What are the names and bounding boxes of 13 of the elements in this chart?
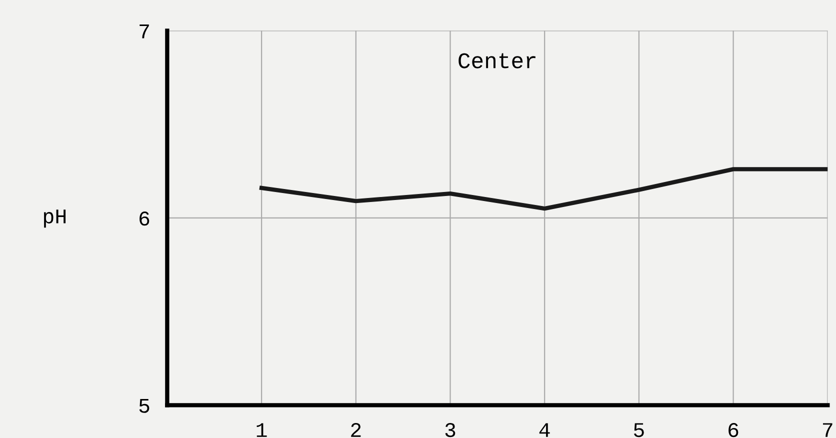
x-tick-label: 3	[445, 422, 456, 438]
y-tick-label: 6	[140, 212, 150, 226]
y-axis-title: pH	[44, 210, 66, 228]
y-tick-label: 5	[139, 398, 150, 413]
x-tick-label: 2	[351, 422, 361, 437]
x-tick-label: 6	[728, 422, 738, 438]
x-tick-label: 4	[539, 423, 550, 437]
x-tick-label: 1	[256, 423, 267, 437]
x-tick-label: 5	[634, 423, 644, 438]
x-tick-label: 7	[822, 423, 832, 437]
line-series	[259, 167, 828, 211]
text: Center	[458, 53, 536, 68]
y-tick-label: 7	[140, 24, 149, 38]
